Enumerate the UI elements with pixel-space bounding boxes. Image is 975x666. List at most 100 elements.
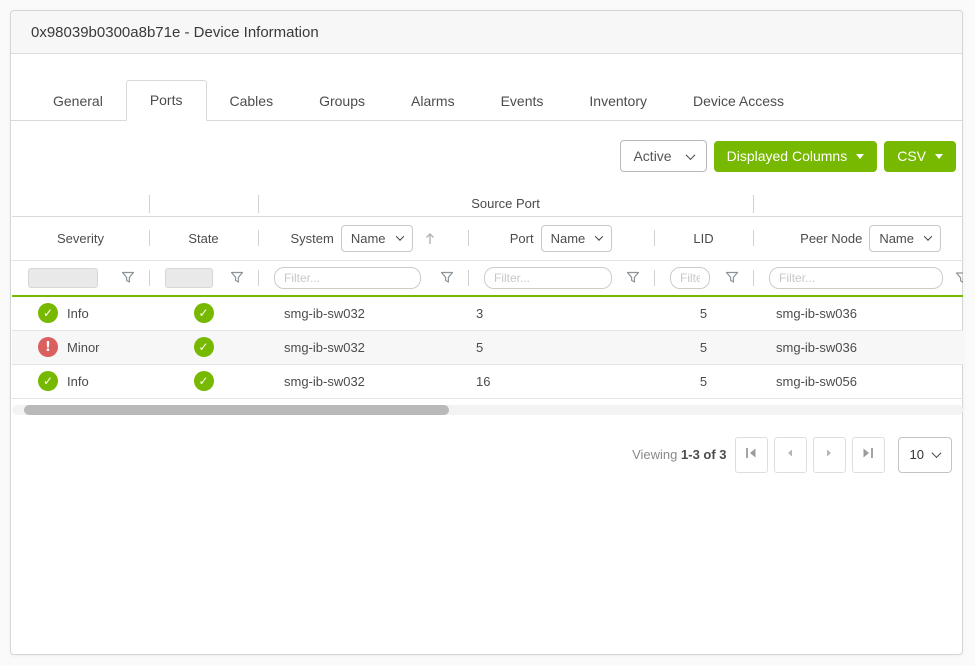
peer-node-name-select[interactable]: Name [869,224,941,252]
lid-cell: 5 [699,339,708,355]
page-size-value: 10 [909,447,924,462]
csv-label: CSV [897,148,926,164]
port-name-select[interactable]: Name [540,224,613,252]
peer-node-filter-cell [753,260,963,297]
severity-info-icon [38,371,58,391]
state-cell [149,330,258,364]
lid-cell: 5 [699,305,708,321]
state-header-label: State [188,230,219,246]
peer-node-header-label: Peer Node [800,230,863,246]
pagination-viewing-text: Viewing 1-3 of 3 [632,447,726,462]
system-header-label: System [290,230,334,246]
displayed-columns-button[interactable]: Displayed Columns [713,140,878,172]
state-cell [149,364,258,398]
lid-filter-funnel-icon[interactable] [725,271,739,284]
tab-groups[interactable]: Groups [319,93,366,109]
chevron-down-icon [595,232,604,241]
severity-filter-funnel-icon[interactable] [121,271,135,284]
tab-general[interactable]: General [53,93,103,109]
caret-down-icon [935,153,943,159]
ports-toolbar: Active Displayed Columns CSV [11,140,956,172]
tab-events[interactable]: Events [500,93,544,109]
port-filter-cell [468,260,654,297]
peer-node-cell: smg-ib-sw056 [776,373,857,389]
state-filter-funnel-icon[interactable] [230,271,244,284]
column-header-lid[interactable]: LID [654,216,754,261]
state-cell [149,296,258,330]
tab-inventory[interactable]: Inventory [589,93,647,109]
column-header-row: Severity State System Name [12,216,963,261]
state-filter-select[interactable] [165,267,213,288]
csv-export-button[interactable]: CSV [884,140,956,172]
system-cell: smg-ib-sw032 [284,373,365,389]
chevron-down-icon [395,232,404,241]
viewing-label: Viewing [632,447,678,462]
severity-cell: Info [12,296,149,330]
chevron-down-icon [685,149,696,160]
severity-info-icon [38,303,58,324]
horizontal-scrollbar-thumb[interactable] [24,404,449,415]
port-cell: 3 [476,305,484,321]
tab-device-access[interactable]: Device Access [692,93,785,109]
group-cell-state [149,192,258,217]
pagination-last-button[interactable] [851,436,885,473]
chevron-left-icon [784,447,796,462]
table-row[interactable]: Info smg-ib-sw032 3 5 smg-ib-sw036 [12,296,963,330]
system-cell: smg-ib-sw032 [284,339,365,355]
state-ok-icon [193,303,214,324]
state-filter-cell [149,260,258,297]
column-header-port[interactable]: Port Name [468,216,654,261]
skip-first-icon [744,446,758,463]
dialog-title-bar: 0x98039b0300a8b71e - Device Information [11,11,962,54]
device-information-dialog: 0x98039b0300a8b71e - Device Information … [10,10,963,655]
system-filter-input[interactable] [274,266,421,289]
column-header-state[interactable]: State [149,216,258,261]
severity-minor-icon [38,337,58,357]
sort-ascending-icon[interactable] [424,231,436,246]
system-filter-funnel-icon[interactable] [440,271,454,284]
system-name-select[interactable]: Name [340,224,413,252]
system-cell: smg-ib-sw032 [284,305,365,321]
port-filter-input[interactable] [484,266,612,289]
port-state-select[interactable]: Active [620,140,707,172]
pagination-first-button[interactable] [734,436,768,473]
tab-ports[interactable]: Ports [125,80,207,121]
column-header-severity[interactable]: Severity [12,216,149,261]
source-port-group-header: Source Port [258,192,754,217]
peer-node-cell: smg-ib-sw036 [776,339,857,355]
table-row[interactable]: Info smg-ib-sw032 16 5 smg-ib-sw056 [12,364,963,398]
lid-filter-input[interactable] [670,266,710,289]
page-size-select[interactable]: 10 [897,436,952,473]
system-filter-cell [258,260,468,297]
severity-header-label: Severity [57,230,104,246]
column-header-peer-node[interactable]: Peer Node Name [753,216,963,261]
port-cell: 16 [476,373,491,389]
tab-alarms[interactable]: Alarms [411,93,455,109]
dialog-title: 0x98039b0300a8b71e - Device Information [31,23,319,41]
severity-cell: Info [12,364,149,398]
table-row[interactable]: Minor smg-ib-sw032 5 5 smg-ib-sw036 [12,330,963,364]
pagination-prev-button[interactable] [773,436,807,473]
port-header-label: Port [509,230,534,246]
peer-node-filter-input[interactable] [769,266,943,289]
group-cell-peer-node [753,192,963,217]
peer-node-name-select-value: Name [879,230,914,246]
severity-label: Info [67,305,89,321]
column-group-header-row: Source Port [12,192,963,217]
state-ok-icon [193,337,214,357]
port-state-select-value: Active [633,148,672,164]
port-filter-funnel-icon[interactable] [626,271,640,284]
severity-filter-cell [12,260,149,297]
chevron-down-icon [931,448,942,459]
horizontal-scrollbar-track[interactable] [12,404,963,415]
lid-header-label: LID [693,230,714,246]
tab-cables[interactable]: Cables [229,93,274,109]
peer-node-cell: smg-ib-sw036 [776,305,857,321]
severity-filter-select[interactable] [28,267,98,288]
peer-node-filter-funnel-icon[interactable] [955,271,963,284]
system-name-select-value: Name [350,230,386,246]
pagination-next-button[interactable] [812,436,846,473]
tab-strip: General Ports Cables Groups Alarms Event… [11,79,962,121]
severity-label: Info [67,373,89,389]
column-header-system[interactable]: System Name [258,216,468,261]
